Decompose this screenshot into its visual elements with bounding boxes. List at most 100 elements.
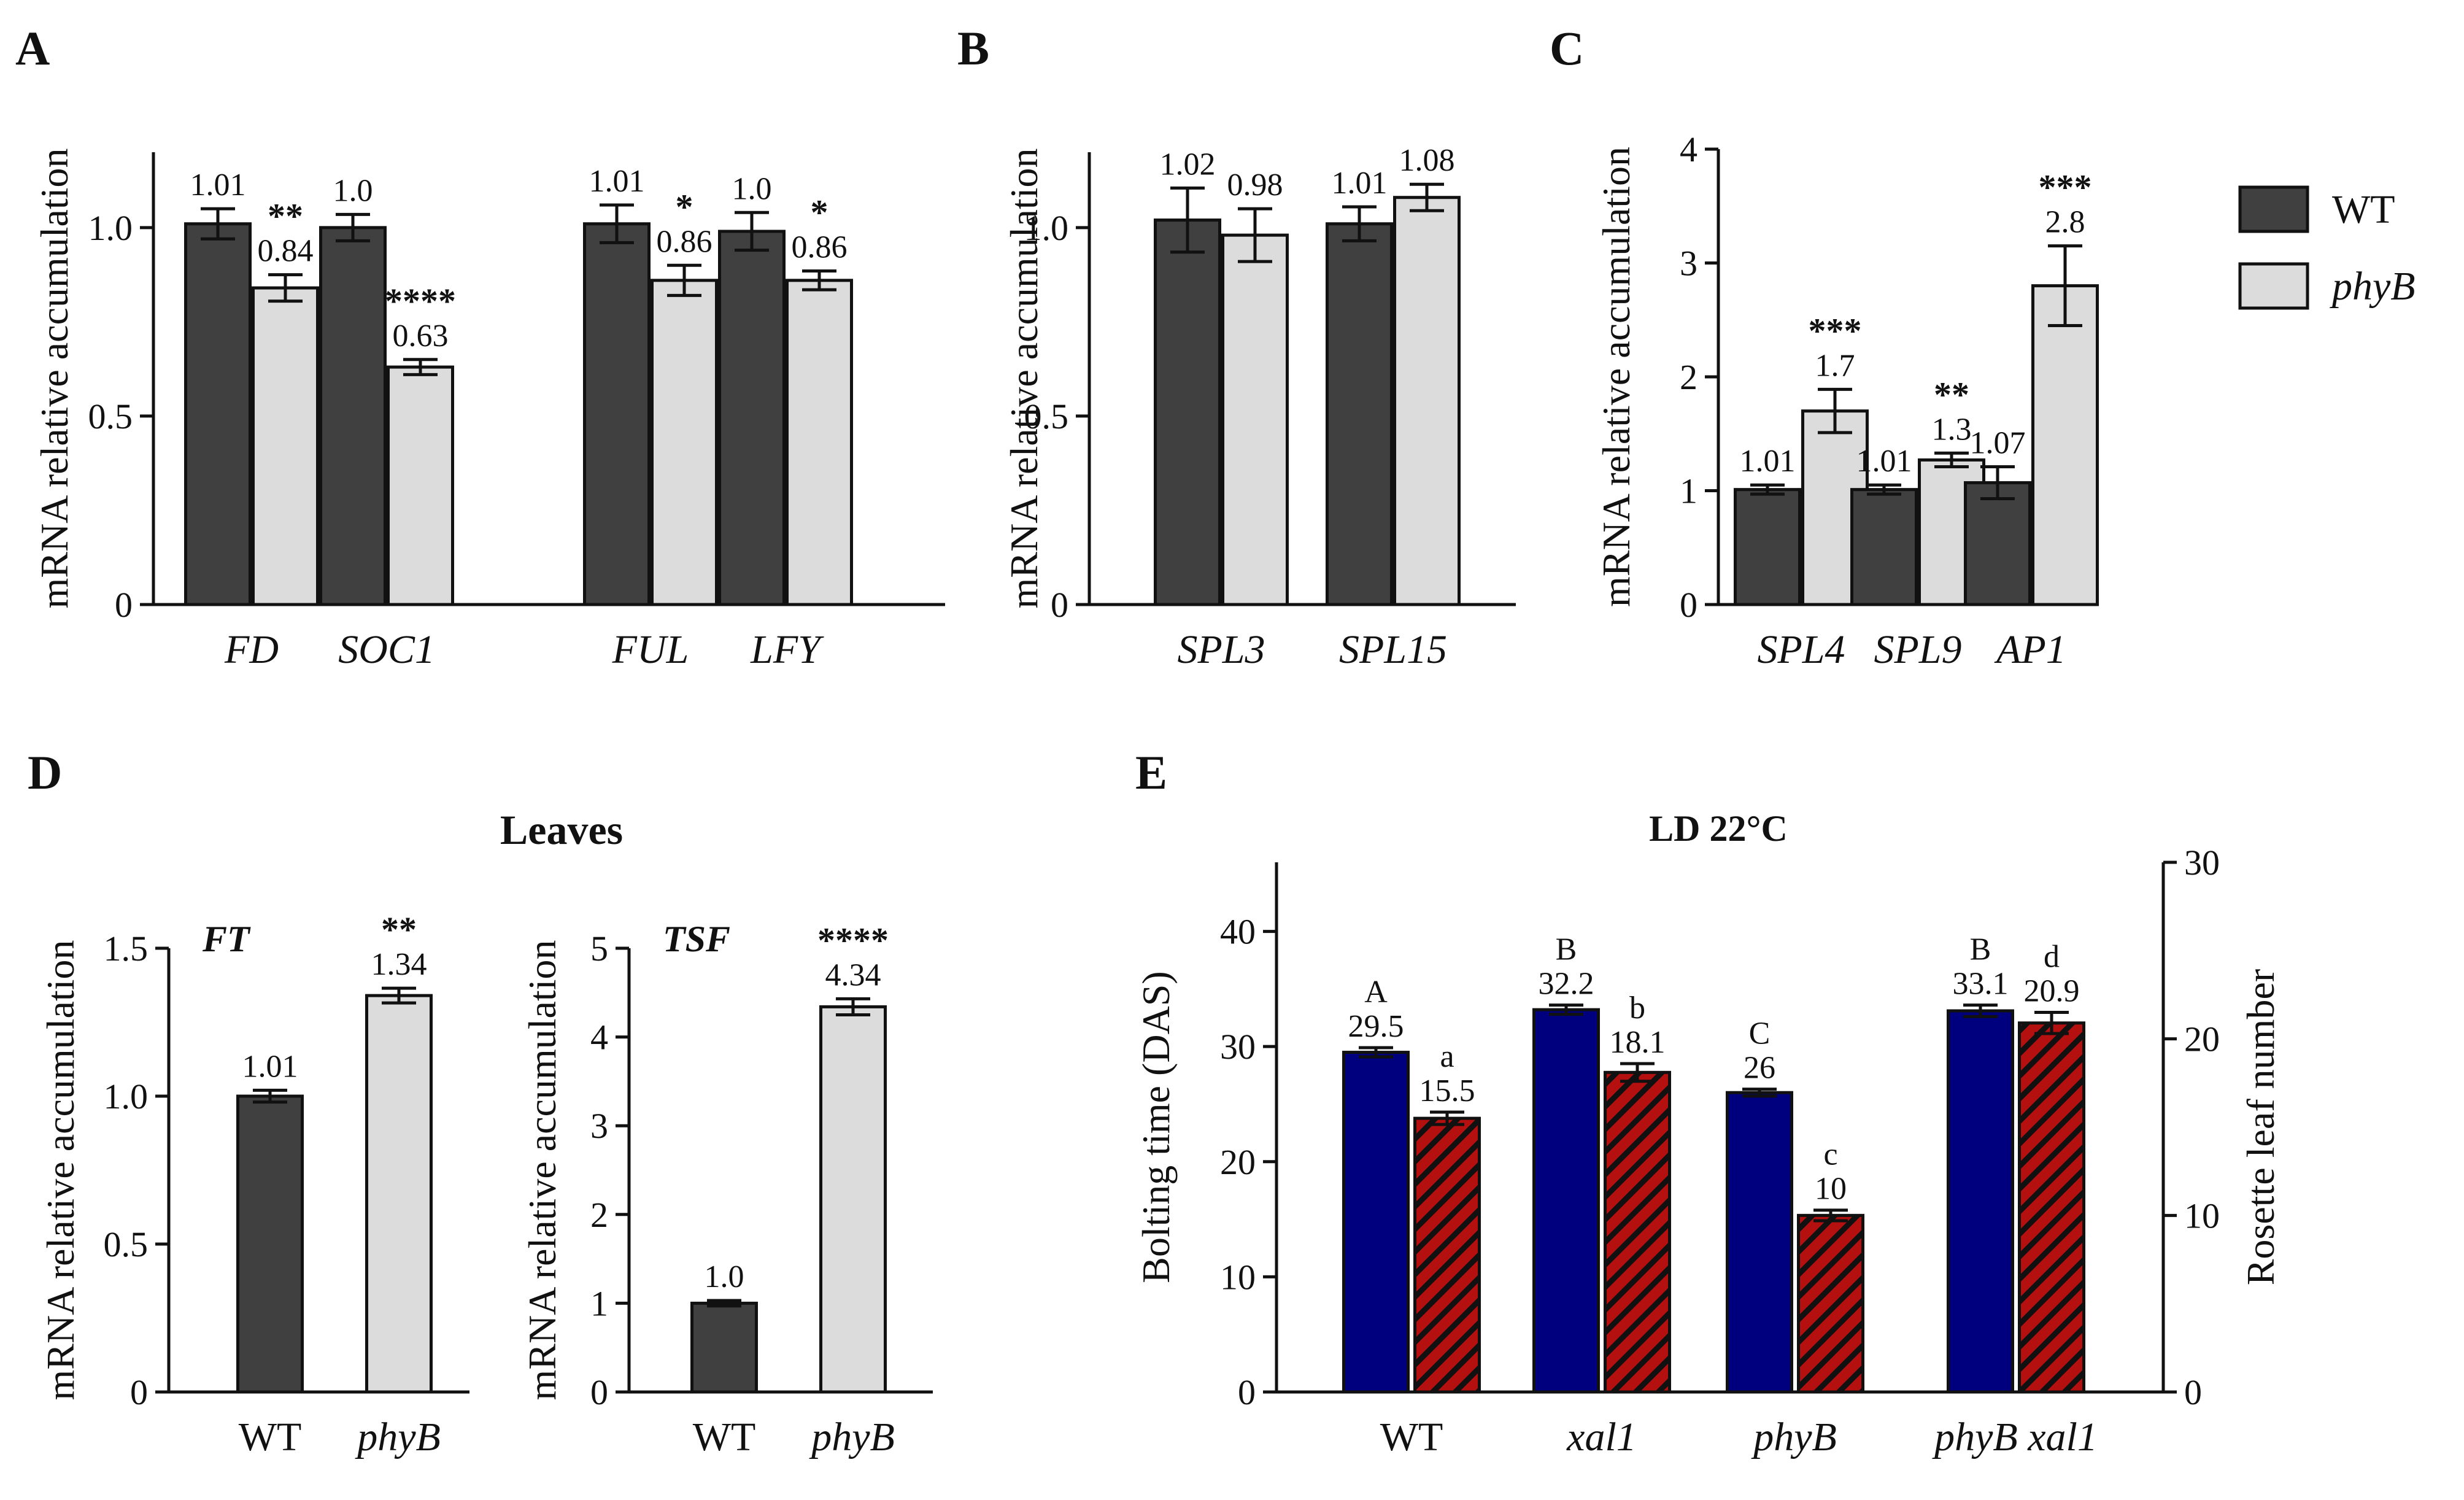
panel-d-ft-chart: 0 0.5 1.0 1.5 mRNA relative accumulation WT ph…	[39, 910, 469, 1459]
data-label: 1.01	[1740, 444, 1796, 479]
x-tick-label: FD	[224, 627, 279, 672]
data-label: 10	[1815, 1172, 1847, 1207]
y-tick-label: 5	[590, 929, 608, 968]
bar-bolting-time	[1726, 1091, 1793, 1394]
y-tick-label: 0.5	[104, 1224, 149, 1264]
bar-wt	[184, 222, 252, 606]
data-label: 1.02	[1160, 147, 1216, 182]
data-label: 0.86	[657, 224, 713, 259]
y-tick-label: 0	[115, 585, 133, 625]
group-letter: B	[1556, 932, 1577, 967]
data-label: 1.01	[242, 1049, 298, 1084]
panel-e-title: LD 22°C	[1649, 808, 1788, 849]
significance-label: **	[1934, 374, 1969, 414]
significance-label: *	[676, 187, 693, 226]
x-tick-label: SOC1	[338, 627, 435, 672]
y-tick-label: 0.5	[1024, 396, 1069, 436]
bar-phyb	[1393, 196, 1461, 606]
x-tick-label: SPL15	[1339, 627, 1447, 672]
y-tick-label: 1.5	[104, 929, 149, 968]
significance-label: ***	[2039, 168, 2092, 207]
bar-wt	[1326, 222, 1393, 606]
data-label: 1.01	[190, 168, 246, 203]
data-label: 1.01	[1332, 166, 1388, 201]
y2-axis-label: Rosette leaf number	[2239, 969, 2282, 1285]
panel-letter: C	[1550, 21, 1584, 75]
data-label: 0.86	[792, 230, 848, 265]
bar	[690, 1301, 758, 1394]
panel-e-chart: 0 10 20 30 40 Bolting time (DAS) WT xal1 phyB phy…	[1134, 808, 2282, 1459]
bar	[365, 994, 433, 1394]
bar-phyb	[1221, 233, 1289, 606]
y-tick-label: 0	[1238, 1372, 1256, 1412]
y-tick-label: 30	[1220, 1027, 1256, 1067]
significance-label: ****	[385, 281, 456, 321]
bar-phyb	[786, 279, 853, 606]
group-letter: a	[1440, 1039, 1454, 1074]
bar-bolting-time	[1947, 1009, 2014, 1394]
y-axis-label: Bolting time (DAS)	[1134, 971, 1178, 1283]
data-label: 18.1	[1610, 1025, 1666, 1060]
significance-label: **	[381, 910, 417, 949]
bar-wt	[1734, 488, 1801, 606]
group-letter: B	[1970, 932, 1991, 967]
legend-swatch	[2238, 185, 2309, 233]
data-label: 29.5	[1348, 1009, 1404, 1044]
significance-label: ****	[817, 920, 889, 960]
subplot-title: FT	[202, 919, 251, 959]
data-label: 0.98	[1227, 168, 1283, 203]
bar-wt	[583, 222, 651, 606]
x-tick-label: WT	[693, 1415, 756, 1459]
legend-label: WT	[2332, 187, 2395, 232]
x-tick-label: LFY	[750, 627, 824, 672]
bar-rosette-leaf	[2018, 1021, 2085, 1394]
bar-bolting-time	[1532, 1008, 1600, 1394]
y-tick-label: 0	[1051, 585, 1068, 625]
x-tick-label: phyB	[355, 1415, 441, 1459]
panel-letters: A B C D E	[15, 21, 1584, 799]
y-tick-label: 3	[590, 1106, 608, 1146]
bar-bolting-time	[1342, 1051, 1410, 1394]
data-label: 0.84	[258, 234, 314, 269]
y-axis-label: mRNA relative accumulation	[33, 149, 76, 609]
data-label: 1.34	[371, 947, 427, 982]
data-label: 1.3	[1932, 412, 1972, 447]
panel-c-chart: 0 1 2 3 4 mRNA relative accumulation SPL4 SPL9 A…	[1594, 130, 2099, 672]
bar-rosette-leaf	[1604, 1070, 1671, 1394]
group-letter: c	[1823, 1137, 1837, 1172]
bar-wt	[718, 230, 786, 606]
x-tick-label: SPL9	[1874, 627, 1961, 672]
y-tick-label: 1	[1680, 471, 1697, 511]
y-tick-label: 1.0	[1024, 208, 1069, 248]
y-axis-label: mRNA relative accumulation	[1002, 149, 1046, 609]
bar-wt	[319, 226, 387, 606]
bar-wt	[1964, 481, 2031, 606]
significance-label: **	[268, 196, 303, 236]
bar-wt	[1154, 218, 1221, 606]
data-label: 1.0	[732, 171, 772, 206]
y-tick-label: 1	[590, 1283, 608, 1323]
data-label: 0.63	[393, 319, 449, 354]
y-axis-label: mRNA relative accumulation	[39, 940, 82, 1401]
y-tick-label: 0	[1680, 585, 1697, 625]
panel-letter: D	[28, 746, 62, 799]
panel-d-title: Leaves	[500, 806, 623, 853]
legend-swatch	[2238, 262, 2309, 310]
y2-tick-label: 20	[2184, 1019, 2220, 1059]
data-label: 1.08	[1399, 143, 1455, 178]
y-tick-label: 4	[590, 1018, 608, 1057]
x-tick-label: SPL4	[1757, 627, 1845, 672]
bar-wt	[1850, 488, 1918, 606]
panel-a-chart: 0 0.5 1.0 mRNA relative accumulation FD SOC1 F…	[33, 149, 945, 672]
x-tick-label: WT	[239, 1415, 302, 1459]
bar-phyb	[387, 365, 454, 606]
y-tick-label: 0	[130, 1372, 148, 1412]
y-tick-label: 2	[590, 1195, 608, 1235]
panel-letter: A	[15, 21, 50, 75]
y-tick-label: 4	[1680, 130, 1697, 169]
panel-letter: B	[957, 21, 989, 75]
y-axis-label: mRNA relative accumulation	[520, 940, 564, 1401]
